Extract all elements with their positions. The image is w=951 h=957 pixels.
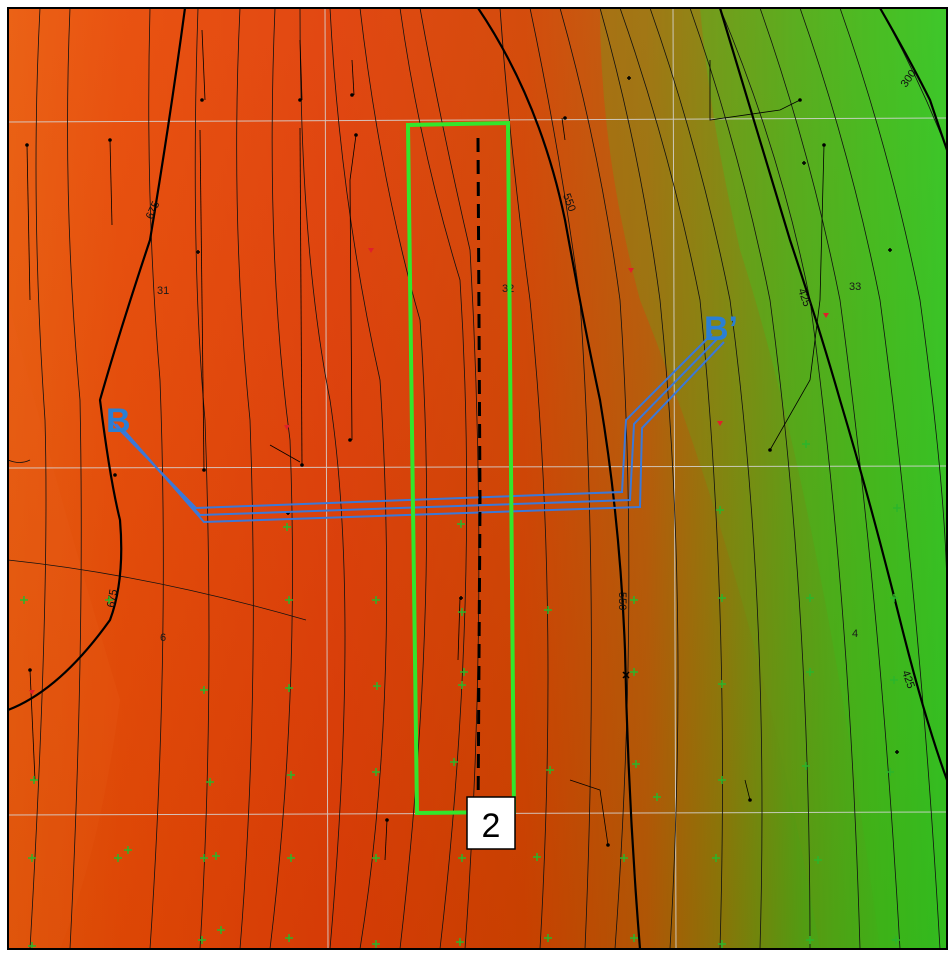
lateral-endpoints [25, 93, 826, 847]
contour-label: 550 [560, 192, 578, 213]
section-label: 6 [160, 632, 166, 644]
well-laterals [26, 29, 825, 861]
well-symbols-black [196, 76, 899, 754]
cross-section-start-label: B [106, 402, 131, 440]
well-symbols-green [20, 440, 901, 950]
section-label: 31 [157, 285, 169, 297]
wellbore-path [476, 137, 482, 821]
section-label: 4 [852, 628, 858, 640]
well-symbols-red [29, 248, 829, 695]
contour-label: 425 [795, 287, 813, 308]
cross-section-end-label: B’ [704, 310, 738, 348]
index-contours [7, 7, 949, 950]
cross-section-line [109, 333, 725, 524]
section-label: 33 [849, 281, 861, 293]
contour-label: 425 [899, 669, 917, 690]
highlight-label-box [466, 796, 516, 850]
contour-label: 550 [616, 592, 628, 610]
map-frame [7, 7, 948, 950]
highlight-label: 2 [482, 807, 501, 845]
